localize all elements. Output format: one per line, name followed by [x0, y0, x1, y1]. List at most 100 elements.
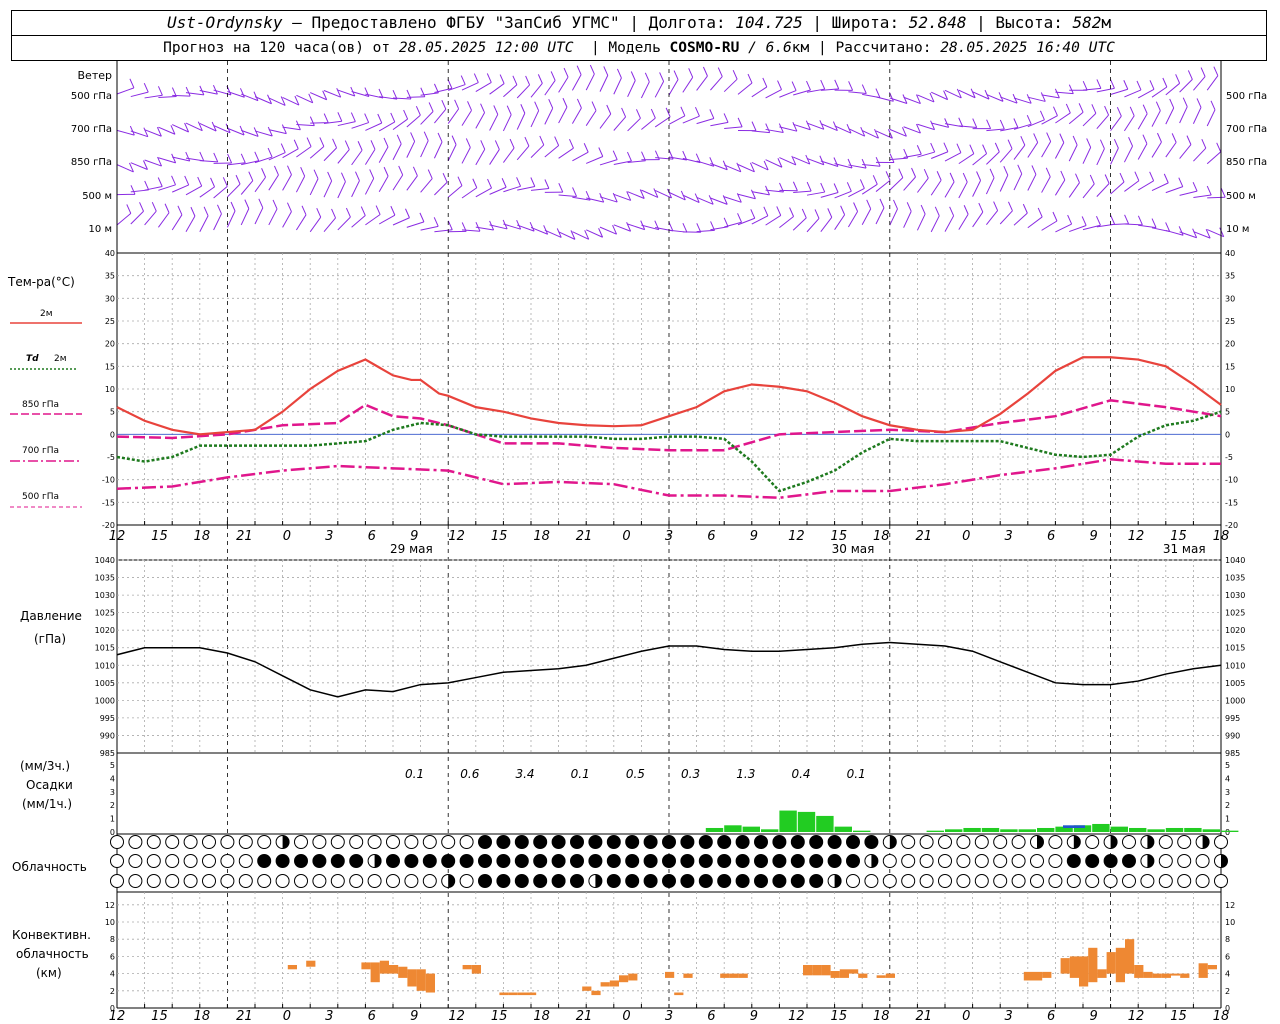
cloud-cover-symbol — [275, 854, 290, 868]
cloud-cover-symbol — [1177, 854, 1192, 868]
wind-barb-feather — [1196, 98, 1202, 108]
wind-barb-feather — [751, 121, 757, 131]
wind-barb — [916, 213, 926, 231]
wind-barb-feather — [171, 153, 177, 164]
cloud-cover-symbol — [625, 874, 640, 888]
precip-bar — [1221, 830, 1239, 832]
wind-barb — [433, 141, 443, 159]
wind-barb — [999, 174, 1009, 192]
cloud-cover-symbol — [1140, 874, 1155, 888]
wind-barb — [696, 117, 714, 125]
wind-barb-feather — [978, 202, 984, 213]
time-label: 18 — [194, 529, 211, 544]
wind-barb — [296, 124, 315, 127]
cloud-cover-symbol — [588, 854, 603, 868]
wind-barb-feather — [537, 74, 543, 84]
wind-barb — [641, 224, 659, 231]
wind-barb — [903, 176, 916, 191]
wind-barb — [351, 180, 360, 198]
wind-barb — [889, 177, 904, 191]
wind-barb — [917, 151, 935, 158]
wind-barb-feather — [171, 175, 177, 186]
wind-barb — [765, 89, 782, 99]
wind-barb — [254, 207, 264, 225]
wind-barb-feather — [441, 99, 447, 110]
cloud-cover-symbol — [1030, 874, 1044, 888]
wind-barb-feather — [170, 125, 176, 135]
time-label: 15 — [151, 1009, 168, 1024]
temp-ytick: 10 — [105, 385, 115, 394]
lon-value: 104.725 — [735, 13, 803, 32]
precip-bar — [1147, 829, 1165, 832]
wind-barb-feather — [1007, 139, 1013, 149]
wind-barb — [1193, 147, 1207, 162]
wind-barb — [406, 114, 421, 128]
wind-level-label: 500 гПа — [71, 91, 112, 102]
wind-barb — [392, 143, 402, 161]
pressure-ytick: 1010 — [95, 661, 115, 670]
wind-barb — [517, 224, 535, 232]
wind-barb — [199, 186, 215, 198]
wind-barb — [1179, 79, 1193, 93]
wind-barb — [475, 187, 492, 198]
wind-barb-feather — [295, 120, 301, 130]
wind-barb — [337, 181, 346, 199]
cloud-cover-symbol — [662, 854, 676, 868]
wind-barb-feather — [520, 104, 526, 114]
wind-barb-feather — [1110, 215, 1116, 225]
cloud-cover-symbol — [606, 854, 621, 868]
wind-barb-feather — [915, 94, 921, 104]
cloud-cover-symbol — [1158, 854, 1173, 868]
wind-barb — [765, 128, 784, 134]
cloud-cover-symbol — [1122, 835, 1136, 849]
wind-barb — [309, 178, 319, 196]
cloud-cover-symbol — [938, 854, 952, 868]
wind-barb-feather — [1192, 181, 1198, 192]
time-label: 18 — [1213, 1009, 1230, 1024]
cloud-cover-symbol — [754, 835, 768, 849]
wind-barb-feather — [1026, 94, 1032, 104]
wind-barb-feather — [1060, 170, 1066, 181]
wind-barb — [172, 94, 191, 97]
series-700hpa — [116, 458, 1221, 500]
wind-barb-feather — [230, 201, 236, 212]
wind-barb — [1138, 224, 1157, 229]
wind-barb — [144, 210, 157, 226]
wind-barb — [779, 216, 794, 228]
wind-barb — [765, 159, 783, 168]
wind-barb-feather — [969, 144, 975, 154]
cloud-cover-symbol — [1158, 874, 1173, 888]
wind-barb-feather — [487, 178, 492, 189]
wind-barb — [627, 117, 641, 132]
precip-ytick: 0 — [1225, 828, 1230, 837]
wind-barb-feather — [1128, 136, 1134, 147]
wind-barb-feather — [1039, 110, 1045, 121]
wind-barb — [668, 156, 687, 161]
cloud-cover-symbol — [514, 835, 529, 849]
wind-barb-feather — [294, 95, 300, 106]
wind-barb-feather — [682, 222, 688, 233]
wind-barb-feather — [1033, 133, 1039, 143]
convective-bar — [1115, 947, 1125, 983]
wind-barb-feather — [548, 99, 554, 109]
wind-barb-feather — [801, 208, 807, 219]
wind-barb-feather — [736, 193, 742, 203]
wind-barb — [1027, 174, 1037, 191]
time-label: 21 — [236, 1009, 253, 1024]
convective-bar — [885, 973, 895, 978]
cloud-cover-symbol — [183, 874, 198, 888]
convective-bar — [812, 965, 822, 976]
wind-barb-feather — [598, 147, 604, 157]
precip-bar — [797, 811, 816, 832]
cloud-cover-symbol — [386, 874, 400, 888]
cloud-cover-symbol — [275, 874, 290, 888]
wind-barb — [1054, 179, 1066, 196]
wind-barb-feather — [344, 140, 350, 150]
wind-barb — [1179, 231, 1197, 239]
cloud-cover-symbol — [404, 854, 419, 868]
wind-barb-feather — [956, 143, 962, 153]
wind-barb-feather — [1171, 133, 1177, 143]
wind-barb-feather — [970, 88, 976, 98]
wind-barb-feather — [267, 147, 273, 158]
cloud-cover-symbol — [993, 874, 1008, 888]
